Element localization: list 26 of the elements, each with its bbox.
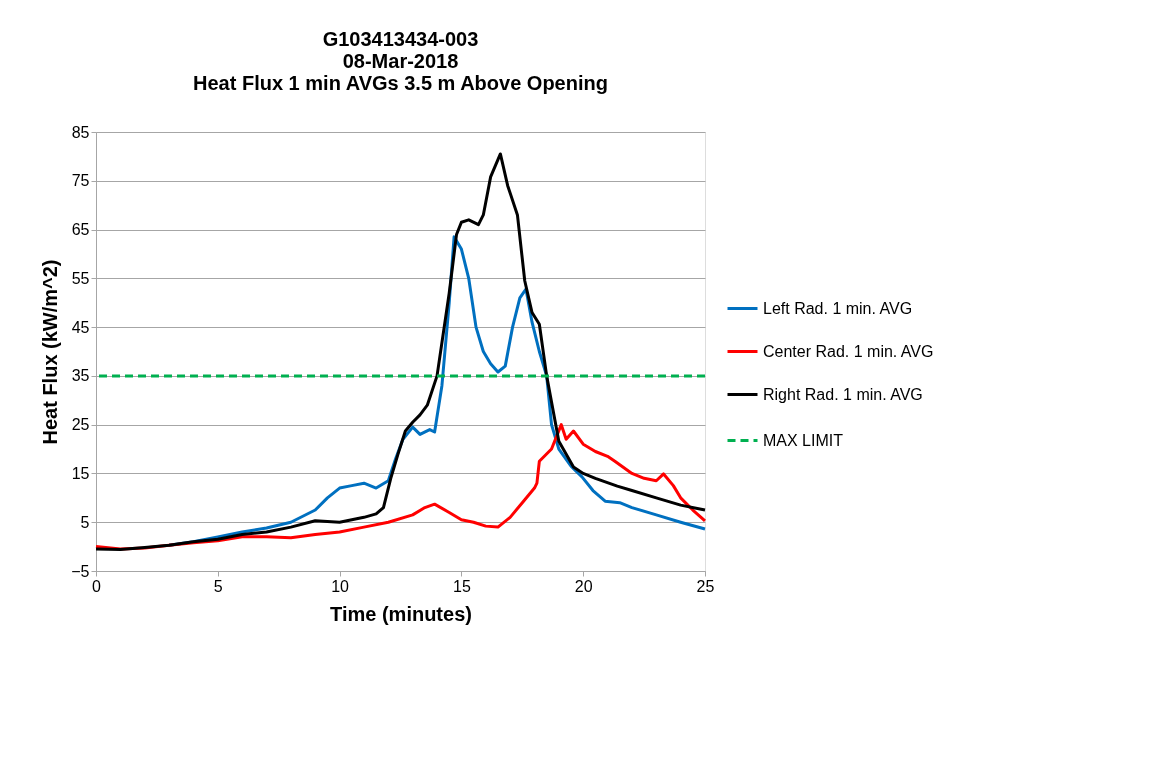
legend-label: Left Rad. 1 min. AVG	[763, 299, 913, 317]
y-tick-label: 15	[71, 464, 90, 482]
line-series	[94, 152, 707, 552]
y-tick-label: 75	[71, 172, 90, 190]
legend-label: Center Rad. 1 min. AVG	[763, 342, 934, 360]
text: 08-Mar-2018	[342, 50, 459, 72]
y-tick-label: 25	[71, 416, 90, 434]
y-tick-label: 5	[80, 513, 90, 531]
x-tick-label: 5	[213, 577, 223, 595]
legend-label: MAX LIMIT	[763, 431, 844, 449]
x-tick-label: 0	[92, 577, 102, 595]
y-tick-label: −5	[71, 562, 90, 580]
y-tick-label: 65	[71, 221, 90, 239]
y-tick-label: 55	[71, 269, 90, 287]
x-tick-label: 15	[453, 577, 471, 595]
text: Heat Flux 1 min AVGs 3.5 m Above Opening	[193, 72, 608, 94]
y-tick-label: 45	[71, 318, 90, 336]
y-axis-title: Heat Flux (kW/m^2)	[39, 259, 62, 445]
x-tick-label: 20	[574, 577, 593, 595]
y-tick-label: 85	[71, 123, 90, 141]
legend-label: Right Rad. 1 min. AVG	[763, 385, 923, 403]
y-tick-label: 35	[71, 367, 90, 385]
text: G103413434-003	[322, 28, 479, 50]
x-axis-title: Time (minutes)	[330, 602, 472, 625]
x-tick-label: 25	[696, 577, 715, 595]
x-tick-label: 10	[331, 577, 350, 595]
